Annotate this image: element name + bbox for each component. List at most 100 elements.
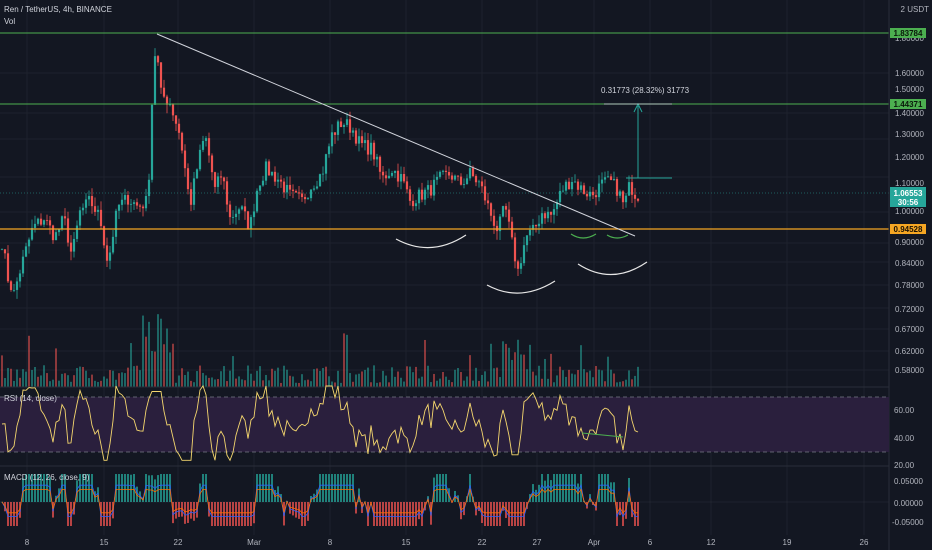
volume-bar — [244, 380, 246, 387]
volume-bar — [595, 366, 597, 387]
candle-body — [201, 140, 205, 150]
candle-body — [54, 232, 58, 241]
price-tick-label: 0.78000 — [895, 281, 924, 290]
candle-body — [549, 211, 553, 215]
macd-bar — [493, 502, 495, 526]
volume-bar — [109, 370, 111, 387]
macd-bar — [241, 502, 243, 526]
price-tag-1-83784[interactable]: 1.83784 — [890, 28, 926, 38]
macd-bar — [523, 502, 525, 526]
macd-bar — [490, 502, 492, 526]
macd-bar — [82, 474, 84, 502]
candle-body — [27, 239, 31, 247]
price-scale-label: 2 USDT — [901, 5, 930, 14]
rsi-label[interactable]: RSI (14, close) — [4, 394, 57, 403]
macd-bar — [166, 474, 168, 502]
volume-bar — [94, 380, 96, 387]
price-tick-label: 0.67000 — [895, 325, 924, 334]
candle-body — [12, 289, 16, 291]
macd-bar — [289, 502, 291, 514]
volume-bar — [418, 378, 420, 387]
macd-bar — [547, 474, 549, 502]
macd-bar — [544, 480, 546, 502]
volume-bar — [37, 376, 39, 387]
candle-body — [612, 178, 616, 180]
candle-body — [132, 202, 136, 204]
volume-bar — [187, 371, 189, 387]
volume-bar — [133, 366, 135, 387]
candle-body — [546, 211, 550, 219]
candle-body — [192, 178, 196, 205]
volume-bar — [175, 382, 177, 387]
volume-bar — [82, 366, 84, 387]
price-tag-0-94528[interactable]: 0.94528 — [890, 224, 926, 234]
macd-bar — [7, 502, 9, 526]
volume-bar — [103, 376, 105, 387]
macd-bar — [214, 502, 216, 526]
macd-bar — [607, 474, 609, 502]
drawings[interactable]: 0.31773 (28.32%) 31773 — [0, 32, 889, 294]
countdown-text: 30:56 — [898, 198, 919, 207]
macd-bar — [346, 474, 348, 502]
price-tag-last[interactable]: 1.06553 30:56 — [890, 187, 926, 207]
macd-bar — [211, 502, 213, 526]
volume-bar — [397, 371, 399, 387]
macd-label[interactable]: MACD (12, 26, close, 9) — [4, 473, 90, 482]
candle-body — [114, 210, 118, 237]
candle-body — [156, 56, 160, 63]
time-tick-label: Mar — [247, 538, 261, 547]
volume-bar — [517, 339, 519, 387]
candle-body — [564, 181, 568, 191]
candle-body — [450, 175, 454, 180]
time-tick-label: 15 — [100, 538, 109, 547]
candle-body — [255, 190, 259, 212]
candle-body — [225, 181, 229, 205]
head-arc — [486, 280, 556, 294]
volume-bar — [427, 365, 429, 387]
candle-body — [78, 210, 82, 226]
time-tick-label: Apr — [588, 538, 601, 547]
descending-trendline[interactable] — [156, 33, 636, 237]
time-axis-ticks: 8 15 22 Mar 8 15 22 27 Apr 6 12 19 26 — [25, 538, 869, 547]
volume-bar — [121, 372, 123, 387]
macd-bar — [226, 502, 228, 526]
volume-label[interactable]: Vol — [4, 17, 15, 26]
volume-bar — [451, 382, 453, 387]
volume-bar — [280, 382, 282, 387]
symbol-title[interactable]: Ren / TetherUS, 4h, BINANCE — [4, 5, 112, 14]
volume-bar — [523, 354, 525, 387]
volume-bar — [568, 369, 570, 387]
volume-bar — [496, 367, 498, 387]
candle-body — [87, 196, 91, 200]
volume-bar — [469, 355, 471, 387]
candle-body — [264, 161, 268, 181]
candle-body — [45, 220, 49, 222]
macd-bar — [175, 502, 177, 519]
macd-bar — [304, 502, 306, 526]
volume-bar — [157, 314, 159, 387]
volume-bar — [262, 380, 264, 387]
candle-body — [237, 209, 241, 214]
macd-bar — [562, 474, 564, 502]
volume-bar — [505, 343, 507, 387]
macd-bar — [187, 502, 189, 523]
candle-body — [180, 132, 184, 151]
candle-body — [228, 204, 232, 218]
macd-bar — [577, 483, 579, 502]
volume-bar — [628, 370, 630, 387]
volume-bar — [403, 381, 405, 387]
volume-bar — [1, 355, 3, 387]
candle-body — [336, 121, 340, 135]
volume-bar — [211, 377, 213, 387]
price-tag-1-44371[interactable]: 1.44371 — [890, 99, 926, 109]
macd-bar — [403, 502, 405, 526]
candle-body — [435, 176, 439, 180]
volume-bar — [607, 356, 609, 387]
macd-bar — [349, 474, 351, 502]
macd-bar — [550, 480, 552, 502]
macd-bar — [409, 502, 411, 526]
volume-bar — [385, 375, 387, 387]
macd-bar — [556, 474, 558, 502]
candle-body — [123, 195, 127, 200]
